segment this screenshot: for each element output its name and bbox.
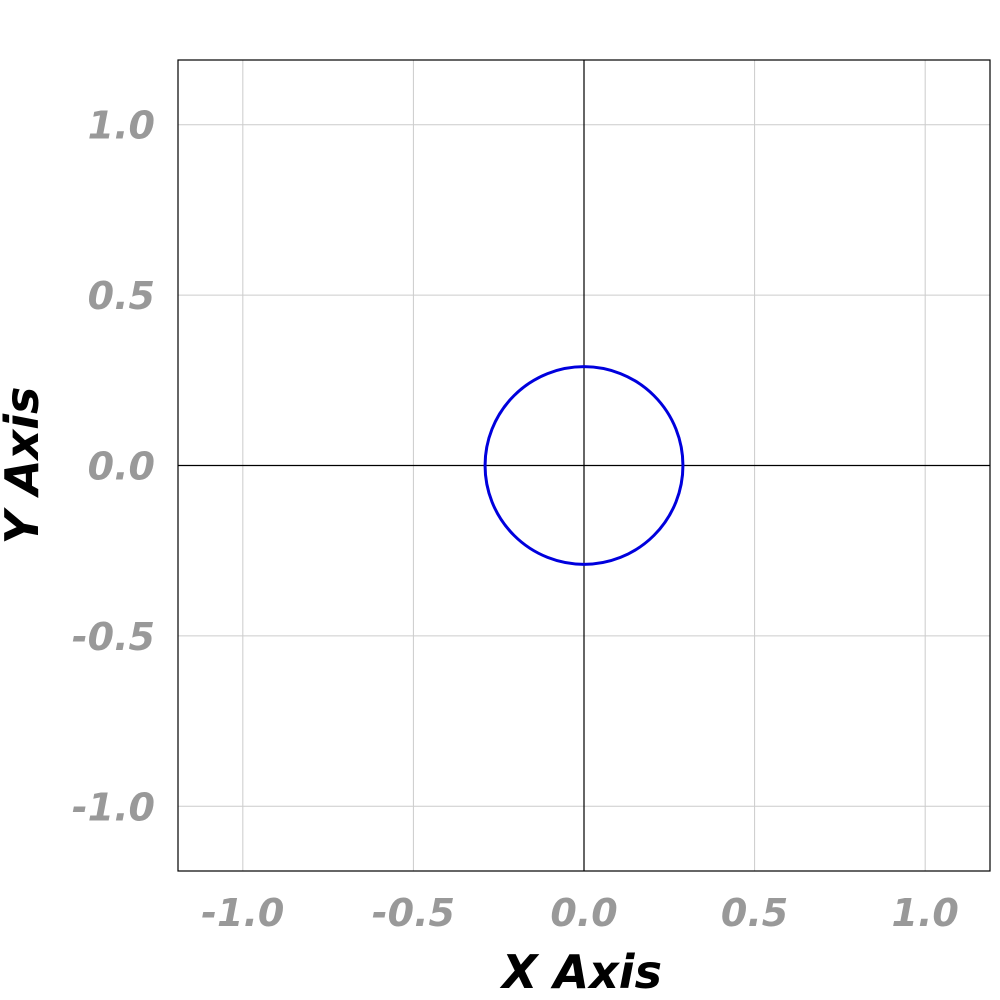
y-tick-label: 0.5 <box>88 274 155 318</box>
series-layer <box>483 365 685 566</box>
x-tick-label: -0.5 <box>372 891 455 935</box>
y-axis-title: Y Axis <box>0 387 49 545</box>
x-tick-label: 0.0 <box>550 891 617 935</box>
y-tick-label: 1.0 <box>88 104 155 148</box>
y-tick-label: -1.0 <box>72 785 155 829</box>
circle-series-line <box>483 365 685 566</box>
x-tick-labels: -1.0 -0.5 0.0 0.5 1.0 <box>201 891 959 935</box>
x-tick-label: 1.0 <box>892 891 959 935</box>
y-tick-labels: -1.0 -0.5 0.0 0.5 1.0 <box>72 104 155 830</box>
y-tick-label: 0.0 <box>88 445 155 489</box>
zero-lines <box>178 60 990 871</box>
x-tick-label: -1.0 <box>201 891 284 935</box>
y-tick-label: -0.5 <box>72 615 155 659</box>
x-axis-title: X Axis <box>499 945 662 999</box>
plot-frame <box>177 59 991 872</box>
x-tick-label: 0.5 <box>721 891 788 935</box>
